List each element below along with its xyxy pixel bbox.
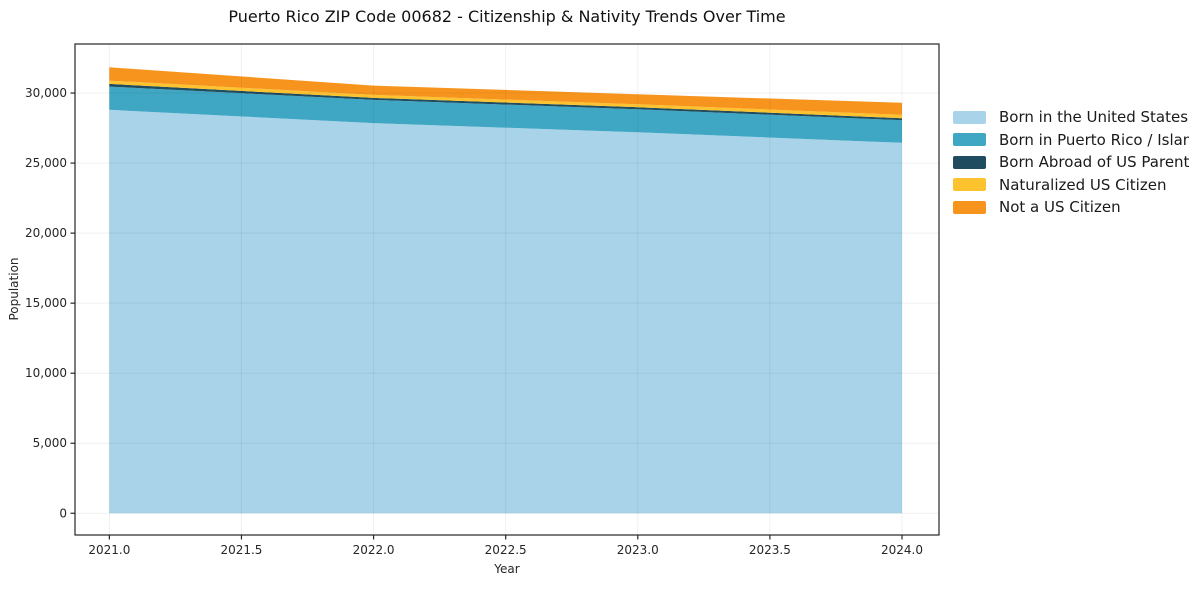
y-tick-label-0: 0 bbox=[59, 506, 67, 520]
x-tick-label-4: 2023.0 bbox=[617, 543, 659, 557]
legend-label: Not a US Citizen bbox=[999, 198, 1121, 217]
area-series-3 bbox=[109, 80, 903, 119]
y-tick-label-3: 15,000 bbox=[25, 296, 67, 310]
y-tick-label-2: 10,000 bbox=[25, 366, 67, 380]
y-tick-label-6: 30,000 bbox=[25, 86, 67, 100]
legend-item-0: Born in the United States bbox=[953, 106, 1189, 129]
legend-label: Born in the United States bbox=[999, 108, 1189, 127]
legend-item-4: Not a US Citizen bbox=[953, 196, 1189, 219]
x-tick-label-0: 2021.0 bbox=[88, 543, 130, 557]
legend-item-3: Naturalized US Citizen bbox=[953, 174, 1189, 197]
y-tick-label-4: 20,000 bbox=[25, 226, 67, 240]
area-series-1 bbox=[109, 86, 903, 143]
x-tick-label-2: 2022.0 bbox=[353, 543, 395, 557]
y-tick-label-5: 25,000 bbox=[25, 156, 67, 170]
legend-label: Born in Puerto Rico / Islands bbox=[999, 130, 1189, 149]
legend-swatch-icon bbox=[953, 200, 986, 214]
legend: Born in the United States Born in Puerto … bbox=[953, 106, 1189, 219]
chart-title: Puerto Rico ZIP Code 00682 - Citizenship… bbox=[228, 7, 786, 26]
legend-item-2: Born Abroad of US Parent(s) bbox=[953, 151, 1189, 174]
x-tick-label-3: 2022.5 bbox=[485, 543, 527, 557]
legend-swatch-icon bbox=[953, 133, 986, 147]
legend-swatch-icon bbox=[953, 155, 986, 169]
legend-label: Born Abroad of US Parent(s) bbox=[999, 153, 1189, 172]
area-series-0 bbox=[109, 109, 903, 514]
legend-swatch-icon bbox=[953, 178, 986, 192]
legend-swatch-icon bbox=[953, 110, 986, 124]
x-axis-label: Year bbox=[494, 562, 520, 576]
x-tick-label-5: 2023.5 bbox=[749, 543, 791, 557]
plot-border bbox=[74, 43, 940, 536]
area-series-4 bbox=[109, 67, 903, 115]
legend-label: Naturalized US Citizen bbox=[999, 175, 1167, 194]
area-series-2 bbox=[109, 83, 903, 121]
y-tick-label-1: 5,000 bbox=[33, 436, 67, 450]
legend-item-1: Born in Puerto Rico / Islands bbox=[953, 129, 1189, 152]
x-tick-label-6: 2024.0 bbox=[881, 543, 923, 557]
x-tick-label-1: 2021.5 bbox=[220, 543, 262, 557]
